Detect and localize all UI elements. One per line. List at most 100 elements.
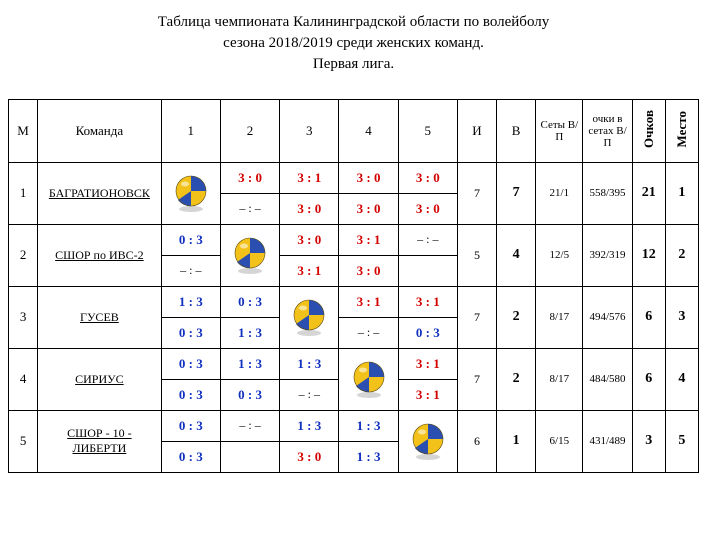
score-cell: 1 : 3: [339, 441, 398, 472]
score-cell: – : –: [220, 410, 279, 441]
self-cell: [398, 410, 457, 472]
col-header-round-1: 1: [161, 100, 220, 163]
table-header: МКоманда12345ИВСеты В/Почки в сетах В/ПО…: [9, 100, 699, 163]
played-cell: 7: [457, 286, 496, 348]
score-cell: – : –: [161, 255, 220, 286]
self-cell: [339, 348, 398, 410]
col-header-points: Очков: [632, 100, 665, 163]
col-header-wins: В: [497, 100, 536, 163]
place-cell: 5: [665, 410, 698, 472]
row-num: 2: [9, 224, 38, 286]
played-cell: 6: [457, 410, 496, 472]
table-row: 5СШОР - 10 - ЛИБЕРТИ0 : 3– : –1 : 31 : 3…: [9, 410, 699, 441]
volleyball-icon: [289, 297, 329, 337]
score-cell: 3 : 1: [398, 348, 457, 379]
team-name-cell: СИРИУС: [38, 348, 162, 410]
score-cell: 1 : 3: [220, 317, 279, 348]
score-cell: – : –: [339, 317, 398, 348]
place-cell: 1: [665, 162, 698, 224]
score-cell: 3 : 0: [398, 162, 457, 193]
score-cell: 3 : 0: [339, 162, 398, 193]
score-cell: – : –: [398, 224, 457, 255]
wins-cell: 7: [497, 162, 536, 224]
score-cell: – : –: [280, 379, 339, 410]
score-cell: 3 : 1: [398, 286, 457, 317]
table-row: 4СИРИУС0 : 31 : 31 : 3 3 : 1728/17484/58…: [9, 348, 699, 379]
col-header-round-3: 3: [280, 100, 339, 163]
score-cell: 0 : 3: [161, 410, 220, 441]
wins-cell: 4: [497, 224, 536, 286]
wins-cell: 2: [497, 348, 536, 410]
sets-cell: 6/15: [536, 410, 583, 472]
points-cell: 6: [632, 286, 665, 348]
points-cell: 12: [632, 224, 665, 286]
wins-cell: 1: [497, 410, 536, 472]
score-cell: 0 : 3: [161, 317, 220, 348]
page-title: Таблица чемпионата Калининградской облас…: [8, 12, 699, 75]
score-cell: [398, 255, 457, 286]
col-header-played: И: [457, 100, 496, 163]
score-cell: 0 : 3: [161, 224, 220, 255]
score-cell: 1 : 3: [280, 348, 339, 379]
self-cell: [280, 286, 339, 348]
score-cell: 1 : 3: [280, 410, 339, 441]
pts-in-sets-cell: 431/489: [583, 410, 632, 472]
col-header-place: Место: [665, 100, 698, 163]
points-cell: 3: [632, 410, 665, 472]
score-cell: 3 : 0: [220, 162, 279, 193]
score-cell: 3 : 1: [398, 379, 457, 410]
self-cell: [220, 224, 279, 286]
points-cell: 6: [632, 348, 665, 410]
row-num: 1: [9, 162, 38, 224]
score-cell: 0 : 3: [161, 379, 220, 410]
score-cell: 3 : 1: [339, 224, 398, 255]
score-cell: – : –: [220, 193, 279, 224]
row-num: 5: [9, 410, 38, 472]
volleyball-icon: [171, 173, 211, 213]
score-cell: 0 : 3: [161, 441, 220, 472]
table-row: 2СШОР по ИВС-20 : 3 3 : 03 : 1– : –5412/…: [9, 224, 699, 255]
volleyball-icon: [408, 421, 448, 461]
team-name-cell: СШОР по ИВС-2: [38, 224, 162, 286]
sets-cell: 8/17: [536, 348, 583, 410]
row-num: 3: [9, 286, 38, 348]
pts-in-sets-cell: 484/580: [583, 348, 632, 410]
wins-cell: 2: [497, 286, 536, 348]
score-cell: 1 : 3: [220, 348, 279, 379]
col-header-team: Команда: [38, 100, 162, 163]
team-name-cell: ГУСЕВ: [38, 286, 162, 348]
volleyball-icon: [349, 359, 389, 399]
title-line-3: Первая лига.: [8, 54, 699, 75]
pts-in-sets-cell: 392/319: [583, 224, 632, 286]
col-header-round-5: 5: [398, 100, 457, 163]
score-cell: 3 : 0: [339, 193, 398, 224]
title-line-1: Таблица чемпионата Калининградской облас…: [8, 12, 699, 33]
team-name-cell: БАГРАТИОНОВСК: [38, 162, 162, 224]
standings-table: МКоманда12345ИВСеты В/Почки в сетах В/ПО…: [8, 99, 699, 473]
col-header-pts-in-sets: очки в сетах В/П: [583, 100, 632, 163]
col-header-sets: Сеты В/П: [536, 100, 583, 163]
played-cell: 7: [457, 348, 496, 410]
score-cell: 0 : 3: [398, 317, 457, 348]
table-row: 3ГУСЕВ1 : 30 : 3 3 : 13 : 1728/17494/576…: [9, 286, 699, 317]
score-cell: 0 : 3: [220, 379, 279, 410]
team-name-cell: СШОР - 10 - ЛИБЕРТИ: [38, 410, 162, 472]
place-cell: 2: [665, 224, 698, 286]
col-header-num: М: [9, 100, 38, 163]
score-cell: 3 : 0: [339, 255, 398, 286]
col-header-round-4: 4: [339, 100, 398, 163]
place-cell: 4: [665, 348, 698, 410]
score-cell: 0 : 3: [161, 348, 220, 379]
score-cell: 3 : 0: [280, 193, 339, 224]
score-cell: 0 : 3: [220, 286, 279, 317]
col-header-round-2: 2: [220, 100, 279, 163]
score-cell: 1 : 3: [161, 286, 220, 317]
self-cell: [161, 162, 220, 224]
pts-in-sets-cell: 558/395: [583, 162, 632, 224]
score-cell: 3 : 1: [280, 162, 339, 193]
sets-cell: 8/17: [536, 286, 583, 348]
volleyball-icon: [230, 235, 270, 275]
score-cell: 3 : 0: [398, 193, 457, 224]
score-cell: 3 : 0: [280, 224, 339, 255]
row-num: 4: [9, 348, 38, 410]
